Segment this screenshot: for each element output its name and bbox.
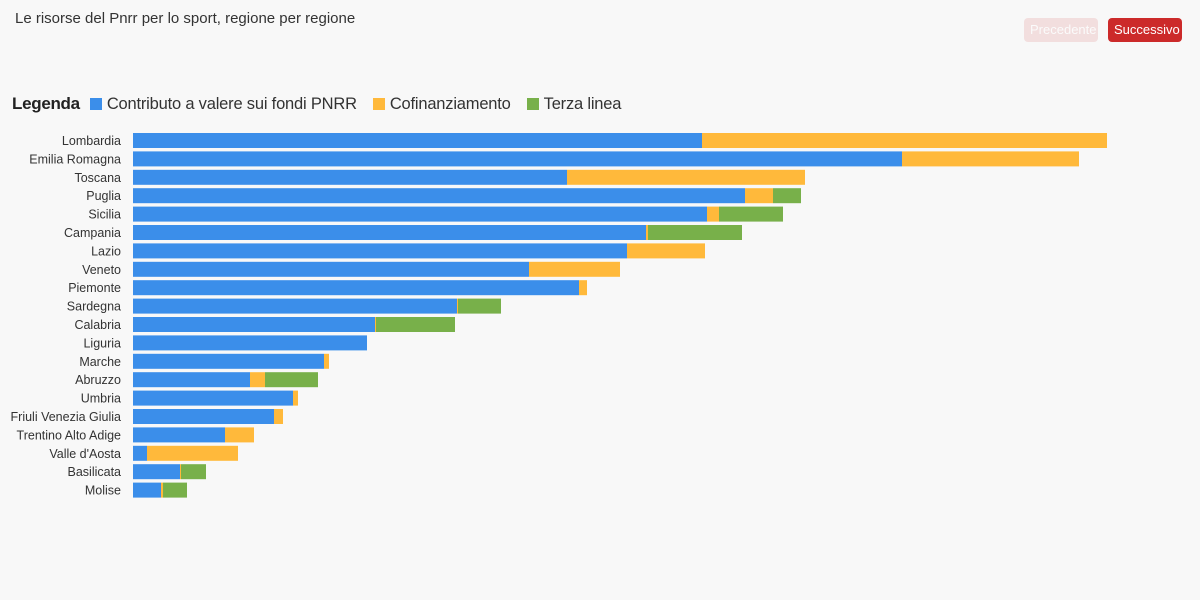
bar-pnrr-lazio[interactable] bbox=[133, 243, 627, 259]
bar-pnrr-sicilia[interactable] bbox=[133, 206, 707, 222]
bar-terza-linea-sardegna[interactable] bbox=[458, 298, 501, 314]
category-label-molise: Molise bbox=[85, 484, 121, 498]
bar-pnrr-molise[interactable] bbox=[133, 482, 161, 498]
category-label-liguria: Liguria bbox=[83, 336, 121, 350]
category-label-trentino-alto-adige: Trentino Alto Adige bbox=[17, 428, 122, 442]
bar-pnrr-valle-d-aosta[interactable] bbox=[133, 445, 147, 461]
bar-terza-linea-calabria[interactable] bbox=[376, 317, 455, 332]
bar-cofinanziamento-molise[interactable] bbox=[161, 482, 163, 498]
bar-cofinanziamento-puglia[interactable] bbox=[745, 188, 773, 204]
bar-cofinanziamento-friuli-venezia-giulia[interactable] bbox=[274, 409, 283, 424]
category-label-piemonte: Piemonte bbox=[68, 281, 121, 295]
category-label-lombardia: Lombardia bbox=[62, 134, 121, 148]
chart-legend: Legenda Contributo a valere sui fondi PN… bbox=[12, 93, 637, 115]
bar-pnrr-liguria[interactable] bbox=[133, 335, 367, 351]
bar-pnrr-toscana[interactable] bbox=[133, 169, 567, 185]
bar-terza-linea-molise[interactable] bbox=[163, 482, 187, 498]
legend-swatch-cofinanziamento bbox=[372, 98, 385, 110]
category-label-valle-d-aosta: Valle d'Aosta bbox=[49, 447, 121, 461]
category-label-sicilia: Sicilia bbox=[88, 208, 121, 222]
page-title: Le risorse del Pnrr per lo sport, region… bbox=[15, 10, 356, 27]
bar-cofinanziamento-veneto[interactable] bbox=[529, 261, 620, 277]
legend-swatch-terza-linea bbox=[526, 98, 539, 110]
bar-pnrr-trentino-alto-adige[interactable] bbox=[133, 427, 225, 443]
bar-pnrr-sardegna[interactable] bbox=[133, 298, 457, 314]
bar-terza-linea-puglia[interactable] bbox=[773, 188, 801, 204]
legend-label-cofinanziamento: Cofinanziamento bbox=[389, 94, 511, 113]
category-label-puglia: Puglia bbox=[86, 189, 121, 203]
category-label-lazio: Lazio bbox=[91, 244, 121, 258]
category-label-toscana: Toscana bbox=[74, 171, 121, 185]
bar-terza-linea-basilicata[interactable] bbox=[181, 464, 206, 480]
bar-cofinanziamento-marche[interactable] bbox=[324, 353, 329, 369]
category-label-basilicata: Basilicata bbox=[68, 465, 122, 479]
bar-cofinanziamento-trentino-alto-adige[interactable] bbox=[225, 427, 254, 443]
legend-item-pnrr[interactable]: Contributo a valere sui fondi PNRR bbox=[89, 94, 357, 114]
category-label-veneto: Veneto bbox=[82, 263, 121, 277]
bar-cofinanziamento-umbria[interactable] bbox=[293, 390, 298, 406]
bar-cofinanziamento-campania[interactable] bbox=[646, 225, 648, 240]
bar-cofinanziamento-lombardia[interactable] bbox=[702, 133, 1107, 148]
bar-cofinanziamento-abruzzo[interactable] bbox=[250, 372, 265, 388]
legend-item-terza-linea[interactable]: Terza linea bbox=[526, 94, 622, 114]
category-label-sardegna: Sardegna bbox=[67, 300, 121, 314]
bar-cofinanziamento-sardegna[interactable] bbox=[457, 298, 458, 314]
bar-terza-linea-sicilia[interactable] bbox=[719, 206, 783, 222]
bar-pnrr-abruzzo[interactable] bbox=[133, 372, 250, 388]
bar-pnrr-campania[interactable] bbox=[133, 225, 646, 240]
bar-cofinanziamento-sicilia[interactable] bbox=[707, 206, 719, 222]
bar-pnrr-piemonte[interactable] bbox=[133, 280, 579, 296]
bar-pnrr-friuli-venezia-giulia[interactable] bbox=[133, 409, 274, 424]
category-label-abruzzo: Abruzzo bbox=[75, 373, 121, 387]
bar-cofinanziamento-calabria[interactable] bbox=[375, 317, 376, 332]
bar-terza-linea-abruzzo[interactable] bbox=[265, 372, 318, 388]
bar-cofinanziamento-valle-d-aosta[interactable] bbox=[147, 445, 238, 461]
legend-label-terza-linea: Terza linea bbox=[543, 94, 622, 113]
bar-pnrr-veneto[interactable] bbox=[133, 261, 529, 277]
category-label-umbria: Umbria bbox=[81, 392, 121, 406]
next-button[interactable]: Successivo bbox=[1108, 18, 1182, 42]
previous-button[interactable]: Precedente bbox=[1024, 18, 1098, 42]
bar-pnrr-lombardia[interactable] bbox=[133, 133, 702, 148]
bar-pnrr-marche[interactable] bbox=[133, 353, 324, 369]
legend-label-pnrr: Contributo a valere sui fondi PNRR bbox=[106, 94, 357, 113]
bar-cofinanziamento-basilicata[interactable] bbox=[180, 464, 181, 480]
category-label-campania: Campania bbox=[64, 226, 121, 240]
legend-title: Legenda bbox=[12, 94, 80, 113]
bar-cofinanziamento-toscana[interactable] bbox=[567, 169, 805, 185]
bar-terza-linea-campania[interactable] bbox=[648, 225, 742, 240]
bar-cofinanziamento-lazio[interactable] bbox=[627, 243, 705, 259]
legend-swatch-pnrr bbox=[89, 98, 102, 110]
bar-pnrr-calabria[interactable] bbox=[133, 317, 375, 332]
category-label-marche: Marche bbox=[79, 355, 121, 369]
bar-pnrr-emilia-romagna[interactable] bbox=[133, 151, 902, 167]
bar-cofinanziamento-piemonte[interactable] bbox=[579, 280, 587, 296]
category-label-emilia-romagna: Emilia Romagna bbox=[29, 152, 121, 166]
category-label-friuli-venezia-giulia: Friuli Venezia Giulia bbox=[11, 410, 122, 424]
bar-pnrr-puglia[interactable] bbox=[133, 188, 745, 204]
bar-cofinanziamento-emilia-romagna[interactable] bbox=[902, 151, 1079, 167]
bar-pnrr-umbria[interactable] bbox=[133, 390, 293, 406]
legend-item-cofinanziamento[interactable]: Cofinanziamento bbox=[372, 94, 511, 114]
category-label-calabria: Calabria bbox=[74, 318, 121, 332]
bar-pnrr-basilicata[interactable] bbox=[133, 464, 180, 480]
